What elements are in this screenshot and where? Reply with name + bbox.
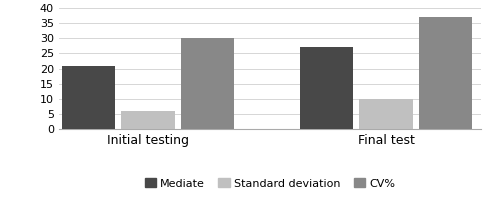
Bar (181, 38, 234, 129)
Bar (359, 99, 413, 129)
Legend: Mediate, Standard deviation, CV%: Mediate, Standard deviation, CV% (140, 174, 400, 193)
Bar (419, 17, 472, 129)
Bar (62, 66, 115, 129)
Bar (121, 111, 175, 129)
Bar (300, 47, 354, 129)
